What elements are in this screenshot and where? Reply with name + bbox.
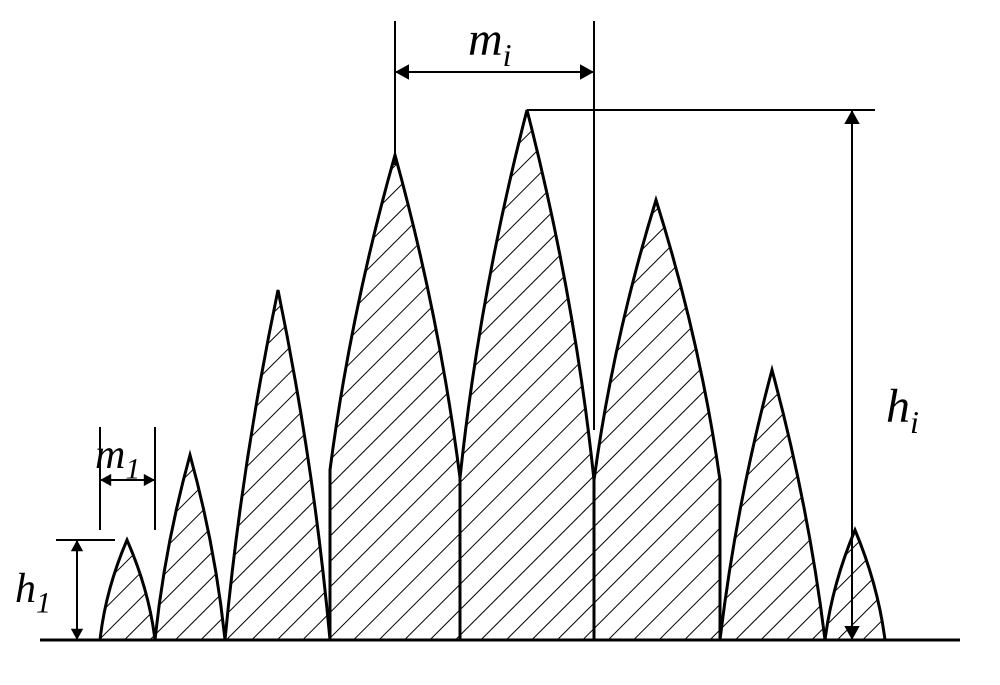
- dimension-m1: m1: [95, 427, 155, 530]
- hatch-fill: [0, 0, 1000, 685]
- dimension-label: h1: [15, 566, 51, 620]
- dimension-label: m1: [95, 432, 140, 486]
- dimension-label: hi: [886, 380, 919, 440]
- diagram-canvas: m1 h1 mi hi: [0, 0, 1000, 685]
- dimension-label: mi: [468, 13, 512, 73]
- dimension-h1: h1: [15, 540, 115, 640]
